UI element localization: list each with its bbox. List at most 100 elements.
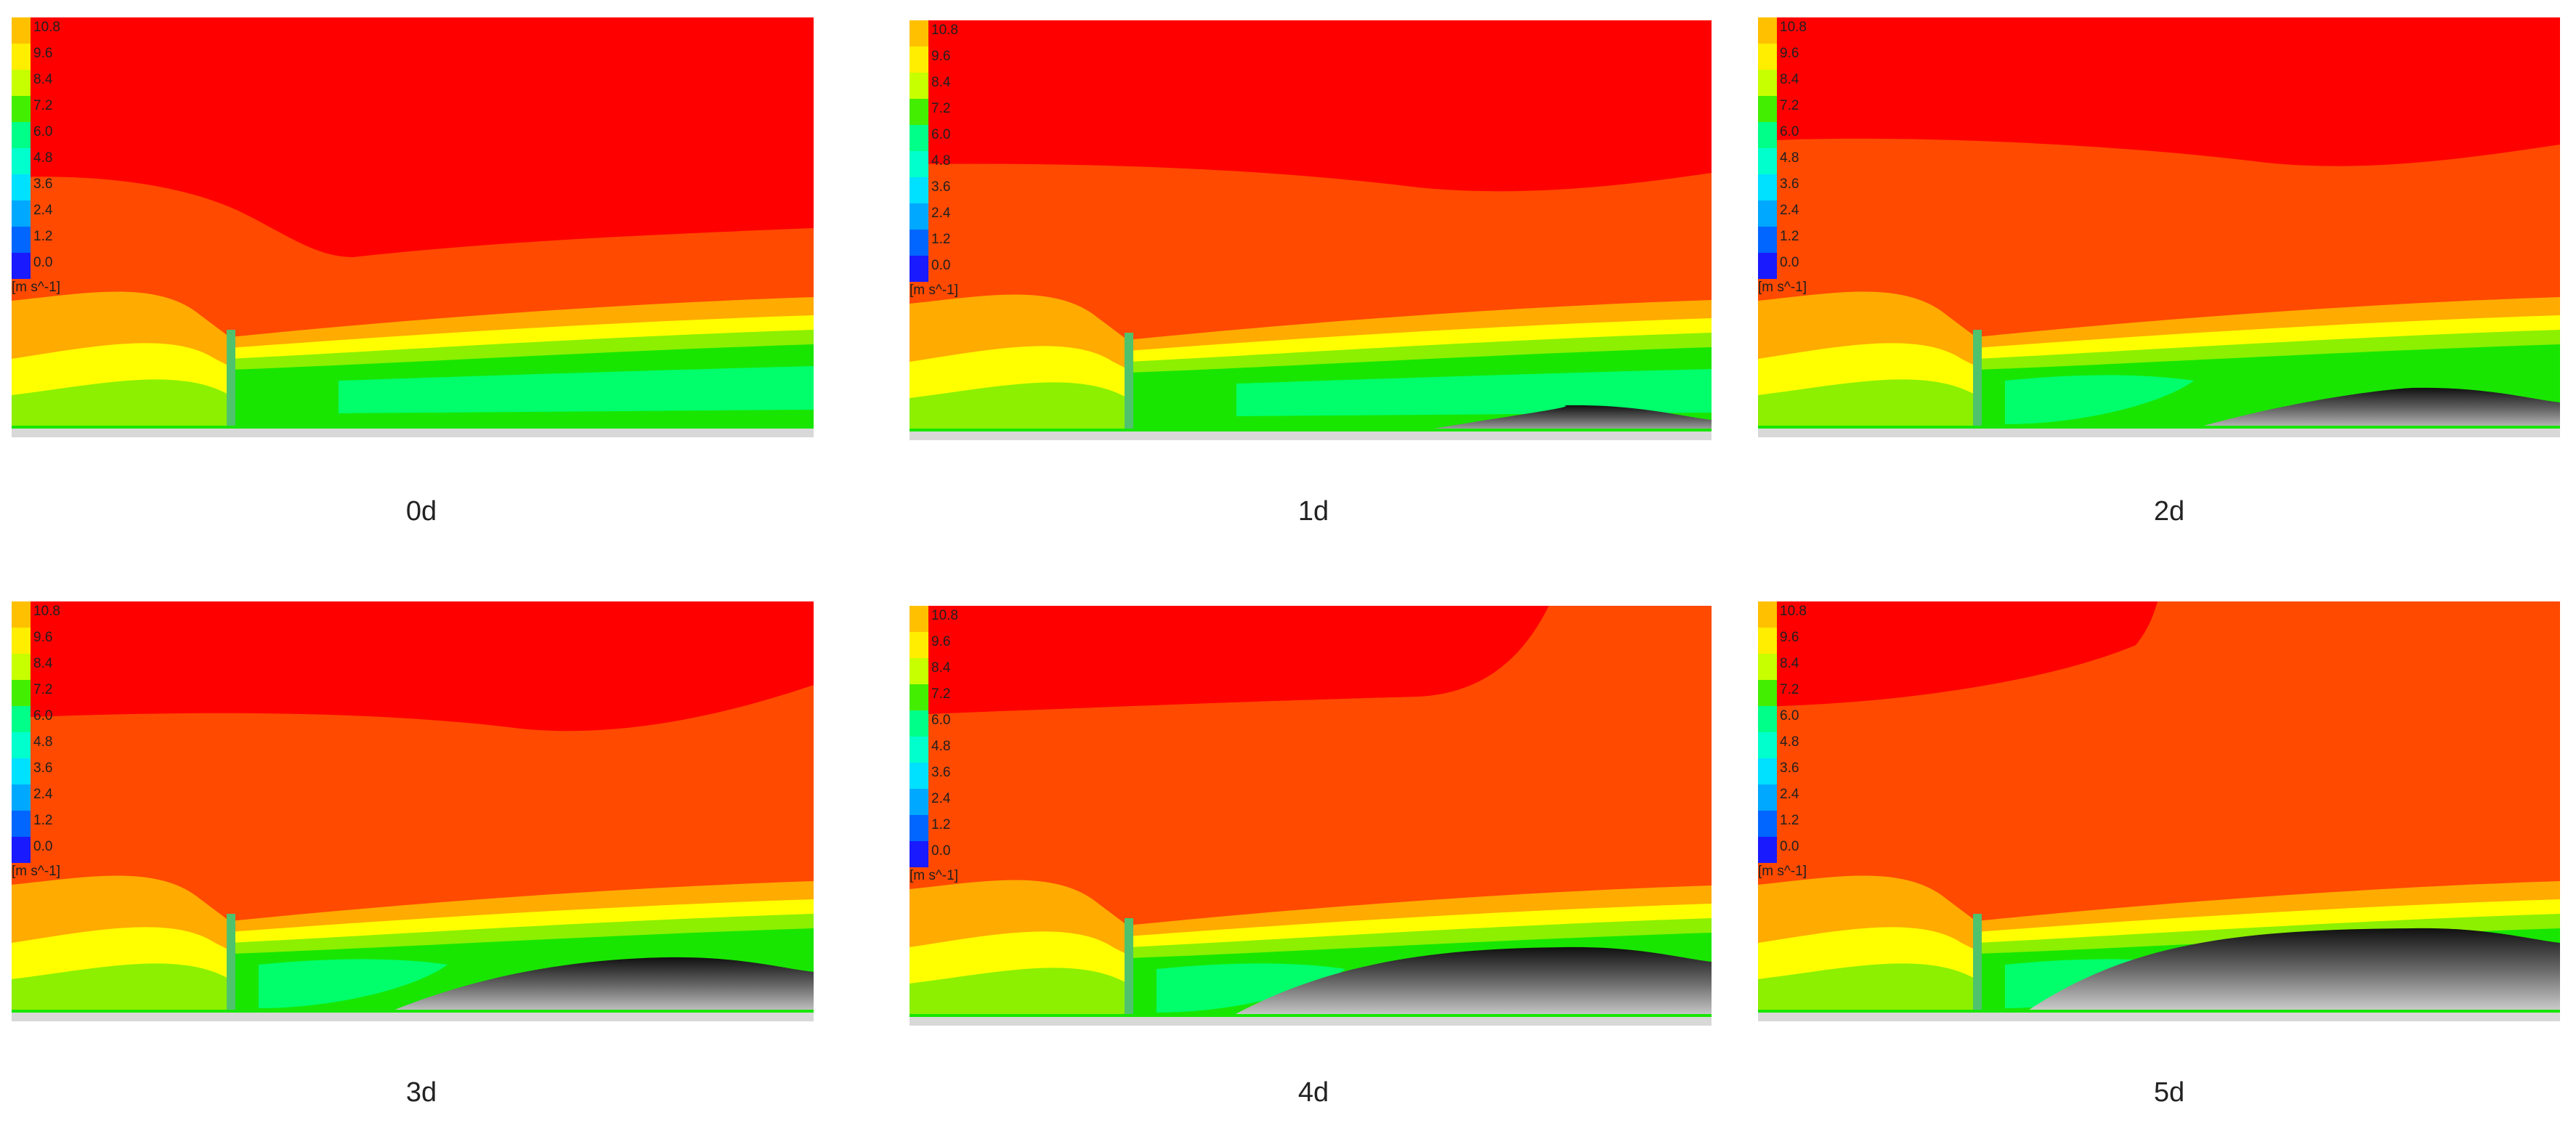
legend-color-bar	[1758, 601, 1777, 864]
legend-tick-label: 7.2	[33, 98, 53, 113]
legend-tick-label: 3.6	[1780, 761, 1799, 776]
legend-swatch	[1758, 654, 1777, 680]
legend-unit-label: [m s^-1]	[1758, 864, 1807, 879]
color-legend: 10.8 9.6 8.4 7.2 6.0 4.8 3.6 2.4 1.2 0.0 [m s^-1]	[910, 606, 982, 896]
legend-tick-label: 7.2	[931, 686, 951, 702]
legend-tick-label: 4.8	[33, 734, 53, 750]
legend-swatch	[12, 785, 31, 811]
legend-tick-label: 7.2	[33, 682, 53, 697]
step-wall	[227, 914, 235, 1021]
contour-panel-2d: 10.8 9.6 8.4 7.2 6.0 4.8 3.6 2.4 1.2 0.0 [m s^-1]	[1758, 17, 2560, 437]
legend-tick-label: 0.0	[1780, 255, 1799, 270]
legend-swatch	[910, 710, 928, 737]
base-strip	[910, 1017, 1712, 1026]
upstream-low	[910, 382, 1127, 440]
base-edge	[910, 429, 1712, 431]
legend-swatch	[910, 20, 928, 46]
legend-tick-label: 1.2	[33, 813, 53, 828]
legend-swatch	[910, 763, 928, 789]
legend-tick-label: 1.2	[1780, 813, 1799, 828]
legend-swatch	[910, 632, 928, 658]
legend-tick-label: 9.6	[1780, 46, 1799, 61]
legend-tick-label: 2.4	[931, 206, 951, 221]
legend-unit-label: [m s^-1]	[12, 280, 60, 295]
legend-swatch	[1758, 122, 1777, 148]
legend-tick-label: 9.6	[931, 634, 951, 649]
surface-deposit	[2012, 928, 2560, 1021]
legend-swatch	[910, 658, 928, 684]
color-legend: 10.8 9.6 8.4 7.2 6.0 4.8 3.6 2.4 1.2 0.0 [m s^-1]	[910, 20, 982, 311]
legend-tick-label: 6.0	[931, 713, 951, 728]
legend-tick-label: 4.8	[1780, 150, 1799, 166]
legend-tick-label: 10.8	[1780, 604, 1807, 619]
velocity-contour-plot	[1758, 601, 2560, 1021]
field-max-region-top	[1758, 601, 2158, 707]
legend-tick-label: 3.6	[33, 761, 53, 776]
legend-swatch	[910, 606, 928, 632]
legend-swatch	[910, 73, 928, 99]
legend-swatch	[1758, 96, 1777, 122]
legend-swatch	[910, 256, 928, 282]
legend-swatch	[910, 46, 928, 73]
velocity-contour-plot	[12, 601, 814, 1021]
base-edge	[910, 1014, 1712, 1017]
legend-tick-label: 7.2	[1780, 682, 1799, 697]
legend-tick-label: 2.4	[931, 791, 951, 806]
legend-color-bar	[910, 606, 928, 869]
base-strip	[12, 1013, 814, 1021]
legend-swatch	[12, 680, 31, 706]
surface-deposit	[368, 957, 814, 1021]
contour-panel-3d: 10.8 9.6 8.4 7.2 6.0 4.8 3.6 2.4 1.2 0.0 [m s^-1]	[12, 601, 814, 1021]
base-edge	[12, 426, 814, 429]
contour-panel-4d: 10.8 9.6 8.4 7.2 6.0 4.8 3.6 2.4 1.2 0.0 [m s^-1]	[910, 606, 1712, 1026]
color-legend: 10.8 9.6 8.4 7.2 6.0 4.8 3.6 2.4 1.2 0.0 [m s^-1]	[1758, 17, 1831, 308]
base-strip	[1758, 429, 2560, 437]
legend-tick-label: 8.4	[1780, 656, 1799, 671]
panel-caption-5d: 5d	[2153, 1077, 2185, 1108]
legend-tick-label: 7.2	[1780, 98, 1799, 113]
legend-tick-label: 3.6	[931, 765, 951, 780]
velocity-contour-plot	[1758, 17, 2560, 437]
legend-swatch	[12, 44, 31, 70]
legend-swatch	[910, 99, 928, 125]
upstream-low	[12, 963, 230, 1021]
panel-caption-1d: 1d	[1297, 496, 1329, 527]
upstream-low	[12, 379, 230, 437]
base-strip	[1758, 1013, 2560, 1021]
legend-swatch	[1758, 17, 1777, 44]
base-strip	[12, 429, 814, 437]
step-wall	[1973, 330, 1982, 437]
legend-swatch	[12, 174, 31, 200]
legend-swatch	[910, 203, 928, 230]
legend-tick-label: 10.8	[1780, 20, 1807, 35]
legend-swatch	[12, 654, 31, 680]
legend-swatch	[1758, 227, 1777, 253]
legend-tick-label: 10.8	[33, 20, 60, 35]
downstream-lower	[259, 959, 447, 1008]
legend-swatch	[910, 789, 928, 815]
surface-deposit	[2165, 387, 2560, 437]
velocity-contour-plot	[910, 20, 1712, 440]
surface-deposit	[1215, 946, 1712, 1026]
legend-tick-label: 3.6	[33, 177, 53, 192]
legend-swatch	[12, 253, 31, 279]
color-legend: 10.8 9.6 8.4 7.2 6.0 4.8 3.6 2.4 1.2 0.0 [m s^-1]	[1758, 601, 1831, 892]
legend-tick-label: 10.8	[33, 604, 60, 619]
color-legend: 10.8 9.6 8.4 7.2 6.0 4.8 3.6 2.4 1.2 0.0 [m s^-1]	[12, 601, 84, 892]
base-edge	[1758, 426, 2560, 429]
upstream-low	[910, 968, 1127, 1026]
legend-tick-label: 6.0	[1780, 708, 1799, 723]
legend-swatch	[1758, 174, 1777, 200]
legend-tick-label: 0.0	[931, 258, 951, 273]
downstream-lower	[1236, 369, 1712, 416]
contour-panel-0d: 10.8 9.6 8.4 7.2 6.0 4.8 3.6 2.4 1.2 0.0 [m s^-1]	[12, 17, 814, 437]
legend-tick-label: 0.0	[33, 255, 53, 270]
legend-swatch	[12, 148, 31, 174]
legend-swatch	[1758, 837, 1777, 863]
legend-tick-label: 0.0	[931, 843, 951, 859]
legend-color-bar	[12, 17, 31, 280]
legend-swatch	[910, 684, 928, 710]
legend-swatch	[1758, 44, 1777, 70]
panel-caption-2d: 2d	[2153, 496, 2185, 527]
legend-tick-label: 6.0	[33, 124, 53, 139]
